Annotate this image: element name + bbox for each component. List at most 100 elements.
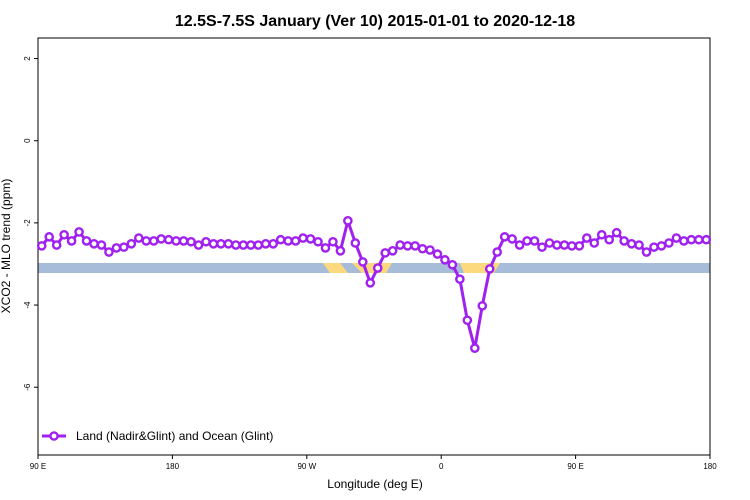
data-point (111, 243, 122, 253)
data-point (492, 247, 503, 257)
data-point (313, 236, 323, 247)
x-tick-label: 90 E (567, 462, 583, 471)
x-tick-label: 90 E (30, 462, 46, 471)
x-tick-label: 180 (703, 462, 717, 471)
data-point (596, 229, 607, 240)
data-point (305, 234, 316, 244)
data-point (537, 242, 547, 252)
data-point (104, 247, 114, 257)
x-axis-label: Longitude (deg E) (327, 477, 422, 491)
data-point (156, 234, 166, 244)
data-point (343, 216, 353, 226)
data-point (626, 239, 637, 249)
data-point (395, 240, 405, 250)
data-point (552, 240, 562, 250)
data-point (193, 240, 204, 250)
plot-frame (37, 37, 711, 456)
data-point (611, 227, 622, 238)
data-point (574, 241, 585, 251)
data-point (74, 227, 84, 237)
data-point (81, 236, 92, 246)
data-point (141, 236, 152, 246)
data-point (387, 246, 398, 256)
y-tick-label: 0 (23, 138, 32, 143)
data-point (201, 236, 211, 247)
data-point (133, 233, 144, 243)
x-tick-label: 180 (166, 462, 180, 471)
data-point (567, 241, 577, 251)
data-point (245, 240, 256, 250)
data-point (126, 239, 137, 249)
data-point (582, 233, 592, 243)
data-point (223, 239, 234, 249)
data-point (417, 243, 428, 254)
data-point (216, 239, 226, 249)
data-point (51, 240, 62, 250)
data-point (529, 236, 540, 246)
data-point (484, 264, 495, 274)
data-point (410, 241, 420, 251)
data-point (283, 236, 293, 246)
legend-marker (49, 431, 59, 441)
y-tick-label: 2 (23, 56, 32, 61)
data-point (89, 239, 99, 249)
x-tick-label: 0 (439, 462, 444, 471)
data-point (335, 246, 346, 256)
data-point (507, 234, 517, 244)
data-point (208, 239, 219, 249)
data-point (686, 234, 697, 245)
data-point (455, 274, 465, 284)
data-point (514, 240, 525, 250)
data-point (432, 249, 443, 259)
data-point (402, 241, 413, 251)
data-point (231, 240, 241, 250)
data-point (477, 301, 488, 311)
y-axis-label: XCO2 - MLO trend (ppm) (0, 179, 13, 314)
data-point (44, 232, 55, 242)
data-point (604, 234, 615, 245)
legend-label: Land (Nadir&Glint) and Ocean (Glint) (76, 429, 273, 443)
data-point (634, 240, 644, 250)
data-point (66, 236, 77, 246)
data-point (649, 242, 659, 252)
data-point (664, 238, 674, 248)
data-point (440, 255, 450, 265)
data-point (328, 236, 338, 247)
data-point (447, 259, 458, 270)
data-point (589, 238, 600, 248)
data-point (178, 236, 189, 246)
x-tick-label: 90 W (297, 462, 316, 471)
data-point (238, 240, 249, 250)
data-point (365, 278, 376, 288)
data-point (469, 343, 480, 353)
data-point (641, 247, 652, 257)
data-point (320, 243, 331, 253)
y-tick-label: -4 (23, 301, 32, 309)
data-point (350, 238, 361, 248)
data-point (186, 236, 196, 247)
data-point (522, 236, 532, 246)
data-point (619, 236, 629, 246)
data-point (59, 229, 69, 240)
chart-title: 12.5S-7.5S January (Ver 10) 2015-01-01 t… (175, 13, 575, 30)
y-tick-label: -2 (23, 219, 32, 227)
data-point (559, 240, 570, 250)
data-point (380, 248, 391, 258)
data-point (372, 263, 383, 273)
data-point (298, 233, 308, 243)
data-point (119, 242, 129, 252)
data-point (260, 239, 271, 249)
y-tick-label: -6 (23, 383, 32, 391)
data-point (96, 240, 107, 250)
data-point (656, 241, 667, 251)
data-point (671, 233, 682, 243)
data-point (253, 240, 264, 250)
land-region (323, 263, 348, 273)
data-point (290, 236, 301, 246)
data-point (163, 234, 174, 245)
data-point (171, 236, 181, 246)
data-point (425, 245, 435, 255)
data-point (544, 238, 555, 248)
